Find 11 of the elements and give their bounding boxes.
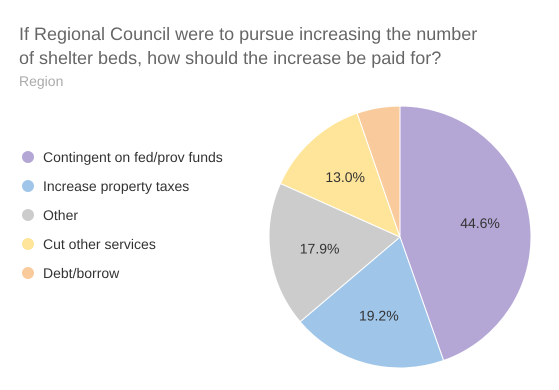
data-label: 19.2% <box>358 307 399 324</box>
data-label: 17.9% <box>300 240 340 256</box>
chart-subtitle: Region <box>19 73 64 89</box>
legend-label: Contingent on fed/prov funds <box>43 148 223 165</box>
legend-label: Other <box>43 206 78 223</box>
data-label: 13.0% <box>325 169 365 185</box>
chart-title: If Regional Council were to pursue increasing the number of shelter beds, how should the increase be paid for? <box>19 24 478 68</box>
data-label: 44.6% <box>460 215 500 232</box>
legend-label: Debt/borrow <box>43 264 120 281</box>
legend-label: Increase property taxes <box>43 178 190 194</box>
legend-label: Cut other services <box>43 236 156 252</box>
